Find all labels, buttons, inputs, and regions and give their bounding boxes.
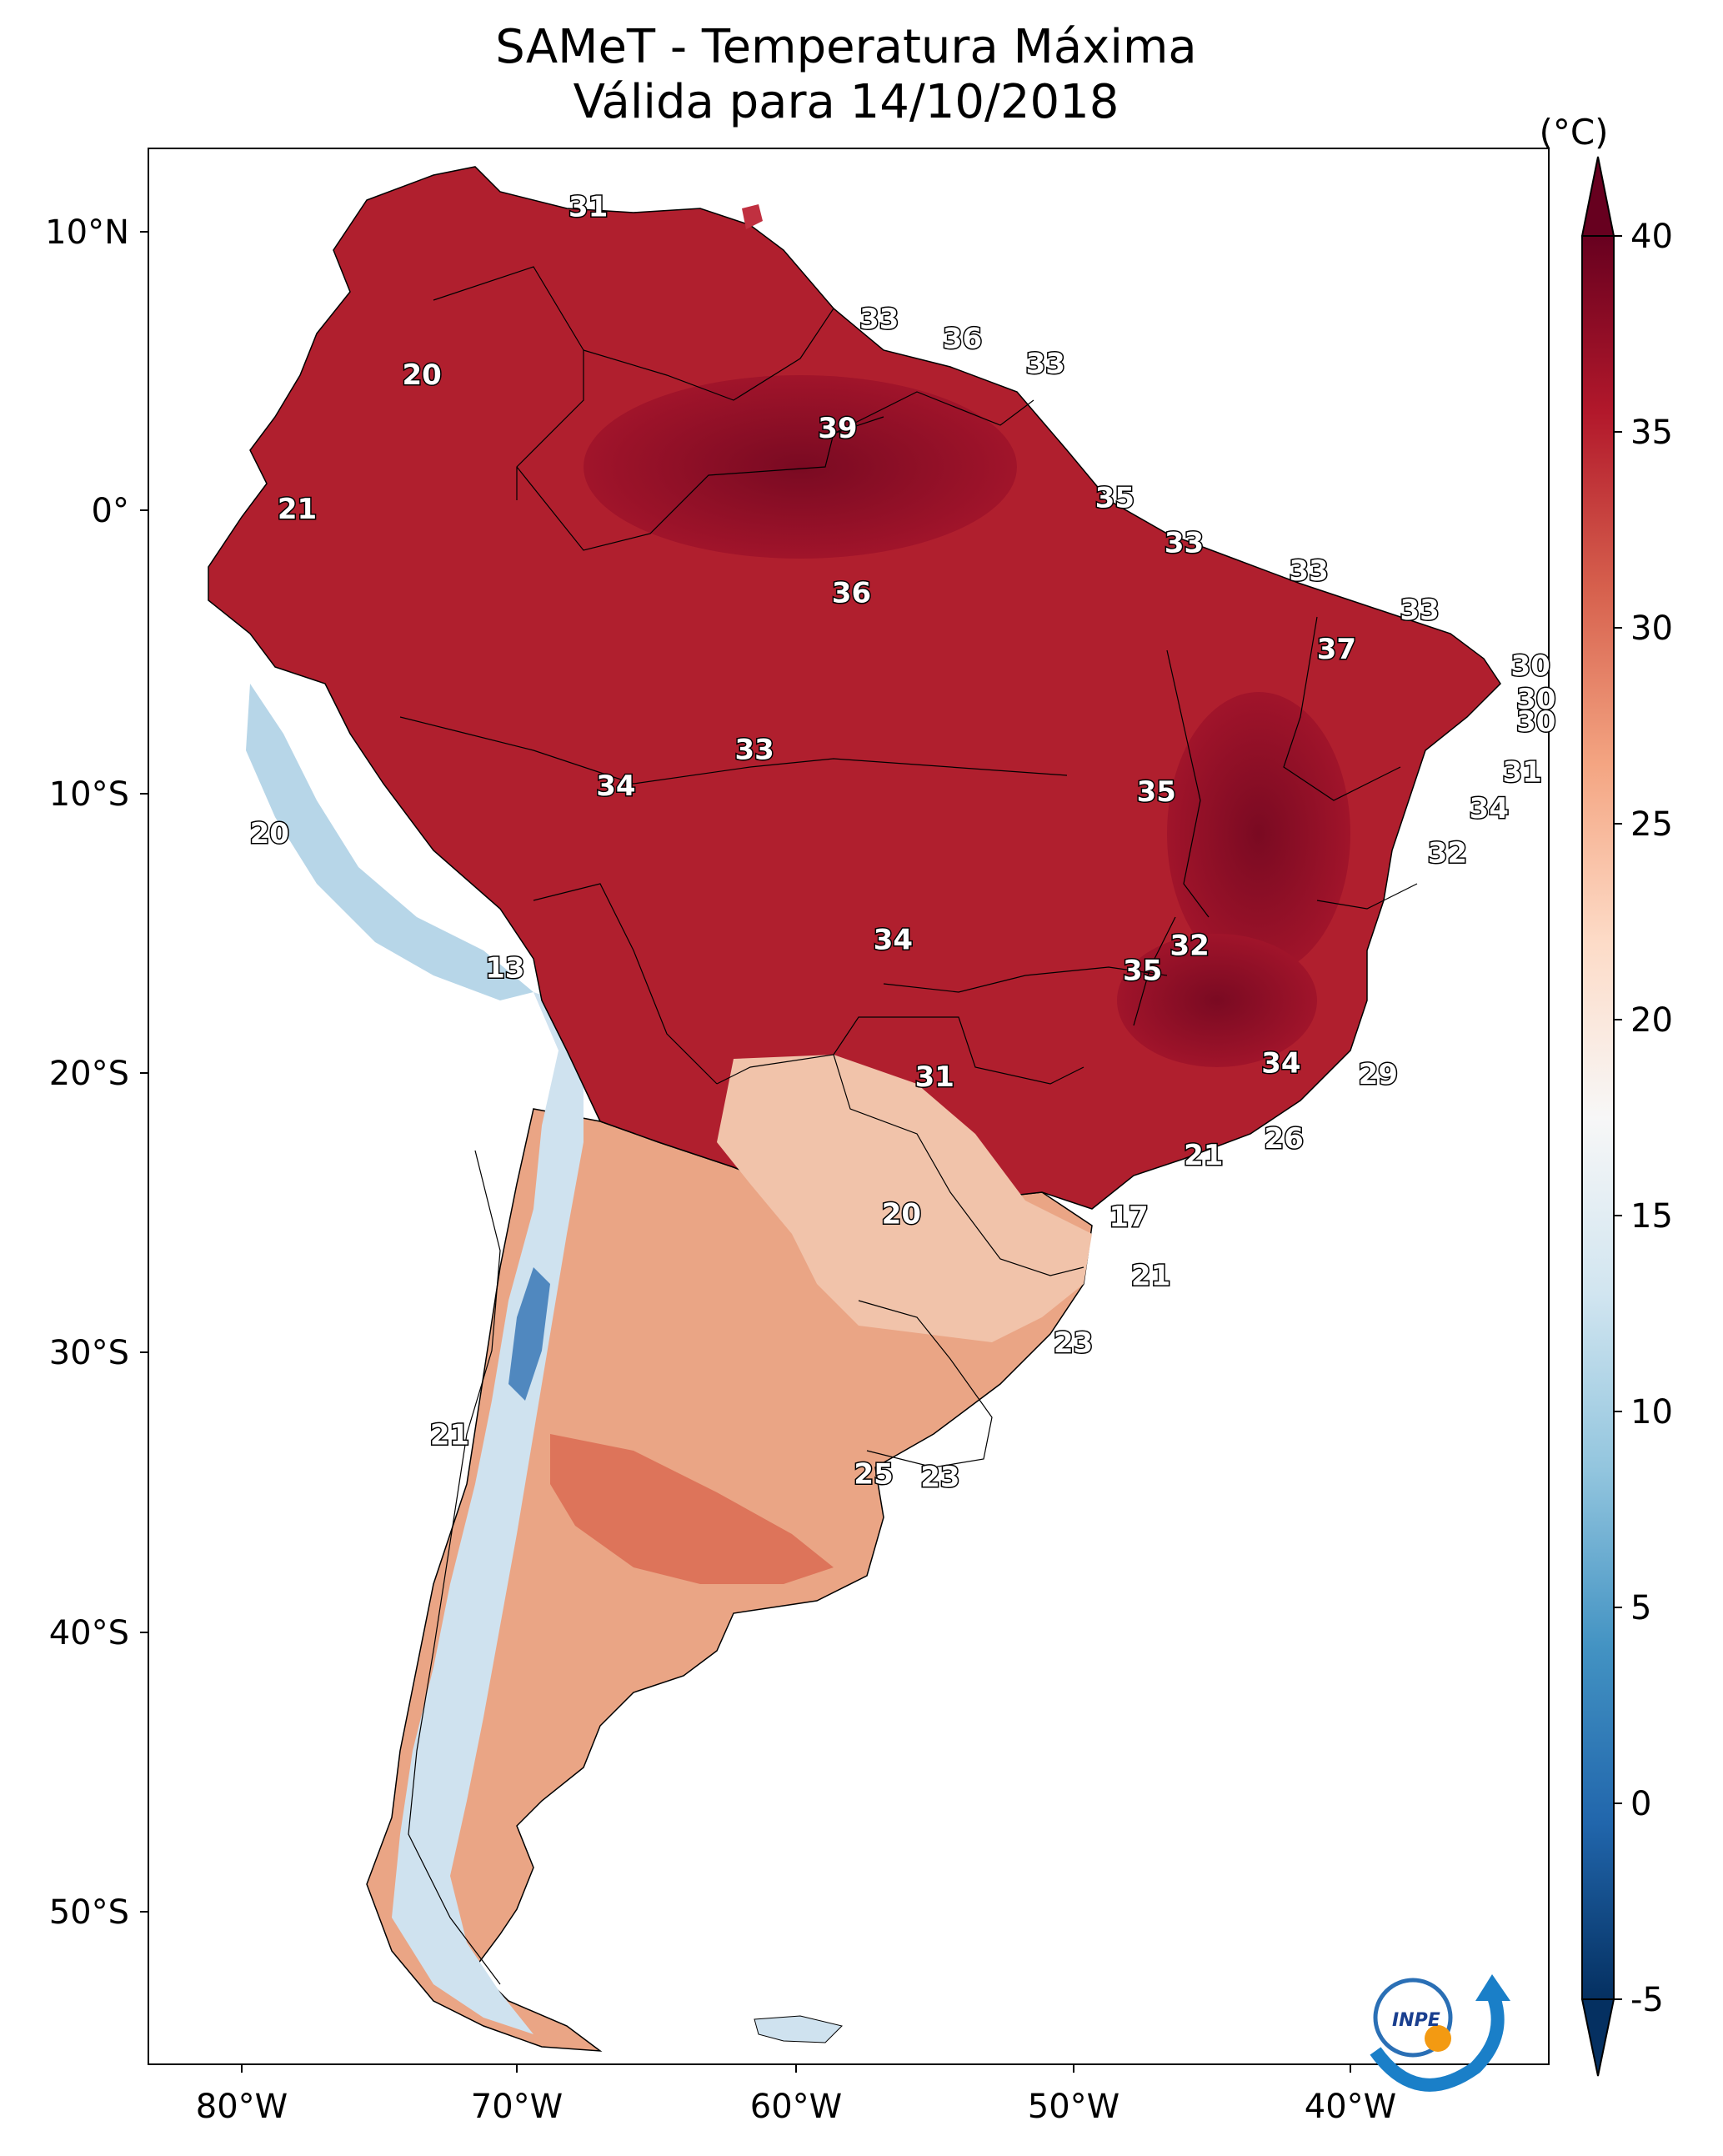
contour-label: 37: [1317, 633, 1356, 666]
y-tick-10n: 10°N: [45, 213, 129, 252]
contour-label: 30: [1516, 705, 1555, 739]
x-tick-70w: 70°W: [471, 2088, 563, 2126]
contour-label: 39: [818, 412, 857, 445]
y-tick-30s: 30°S: [49, 1334, 129, 1372]
contour-label: 13: [485, 951, 524, 985]
contour-label: 34: [1470, 792, 1509, 825]
warm-interior: [717, 1055, 1092, 1342]
colorbar-unit: (°C): [1539, 112, 1608, 153]
x-tick-80w: 80°W: [196, 2088, 288, 2126]
title-line-1: SAMeT - Temperatura Máxima: [495, 20, 1197, 74]
contour-label: 31: [1502, 755, 1541, 789]
hot-core-northeast: [1167, 692, 1350, 975]
contour-label: 20: [402, 358, 441, 392]
contour-label: 30: [1510, 649, 1550, 683]
contour-label: 23: [1054, 1326, 1093, 1360]
colorbar-ticks: 40 35 30 25 20 15 10 5 0 -5: [1614, 218, 1673, 2019]
contour-label: 25: [854, 1458, 893, 1492]
contour-label: 21: [430, 1419, 469, 1452]
colorbar-tick-label: 10: [1630, 1393, 1673, 1431]
peru-cool-zone: [246, 684, 533, 1000]
hot-core-amazon: [584, 375, 1017, 559]
x-axis: 80°W 70°W 60°W 50°W 40°W: [196, 2064, 1396, 2126]
contour-label: 33: [1400, 594, 1439, 627]
title-line-2: Válida para 14/10/2018: [573, 75, 1119, 129]
falkland-islands: [754, 2015, 843, 2043]
contour-label: 36: [832, 577, 871, 610]
contour-label: 20: [250, 817, 289, 850]
contour-label: 32: [1428, 837, 1467, 870]
colorbar-tick-label: 20: [1630, 1001, 1673, 1040]
y-axis: 10°N 0° 10°S 20°S 30°S 40°S 50°S: [45, 213, 148, 1932]
y-tick-50s: 50°S: [49, 1893, 129, 1932]
x-tick-50w: 50°W: [1028, 2088, 1119, 2126]
contour-label: 30: [1516, 683, 1555, 716]
contour-label: 35: [1137, 775, 1176, 809]
contour-label: 31: [568, 191, 608, 224]
colorbar-tick-label: 5: [1630, 1589, 1651, 1627]
contour-label: 31: [915, 1060, 954, 1094]
contour-label: 34: [874, 924, 913, 957]
colorbar-tick-label: 0: [1630, 1785, 1651, 1823]
colorbar-tick-label: -5: [1630, 1981, 1664, 2019]
contour-label: 20: [882, 1198, 921, 1231]
x-tick-60w: 60°W: [750, 2088, 842, 2126]
inpe-logo-text: INPE: [1392, 2010, 1440, 2031]
contour-label: 35: [1123, 955, 1162, 988]
contour-label: 33: [734, 734, 774, 767]
contour-label: 34: [1261, 1046, 1300, 1080]
y-tick-10s: 10°S: [49, 775, 129, 814]
contour-label: 33: [1026, 348, 1065, 381]
contour-label: 36: [943, 322, 982, 355]
map-title: SAMeT - Temperatura Máxima Válida para 1…: [146, 20, 1546, 130]
colorbar-tick-label: 15: [1630, 1197, 1673, 1236]
andes-cold-zone: [392, 992, 584, 2034]
central-argentina-warm: [550, 1434, 834, 1584]
caribbean-islands: [742, 204, 763, 229]
contour-label: 21: [278, 493, 317, 526]
contour-label: 35: [1095, 482, 1134, 515]
contour-label: 21: [1184, 1139, 1223, 1172]
inpe-logo: INPE: [1370, 1974, 1510, 2092]
colorbar-bottom-arrow: [1580, 1998, 1615, 2077]
colorbar-top-arrow: [1580, 156, 1615, 237]
contour-label: 33: [1165, 526, 1204, 559]
colorbar-tick-label: 35: [1630, 414, 1673, 452]
contour-label: 34: [596, 770, 635, 803]
colorbar-tick-label: 25: [1630, 805, 1673, 844]
contour-label: 33: [859, 303, 899, 336]
contour-label: 32: [1170, 929, 1209, 962]
y-tick-20s: 20°S: [49, 1055, 129, 1093]
hot-core-central: [1117, 934, 1317, 1067]
contour-label: 26: [1265, 1122, 1304, 1156]
contour-label: 21: [1131, 1259, 1170, 1292]
y-tick-40s: 40°S: [49, 1614, 129, 1652]
y-tick-0: 0°: [92, 492, 129, 530]
contour-label: 29: [1359, 1058, 1398, 1091]
contour-label: 23: [920, 1461, 959, 1494]
country-borders: [399, 266, 1418, 1985]
contour-label: 17: [1109, 1201, 1148, 1234]
contour-label: 33: [1289, 554, 1328, 588]
colorbar-tick-label: 40: [1630, 218, 1673, 256]
colorbar-tick-label: 30: [1630, 609, 1673, 648]
colorbar: (°C) 40 35 30 25 20 15 10 5 0 -5: [1539, 112, 1673, 2077]
x-tick-40w: 40°W: [1305, 2088, 1396, 2126]
andes-core: [508, 1267, 550, 1401]
